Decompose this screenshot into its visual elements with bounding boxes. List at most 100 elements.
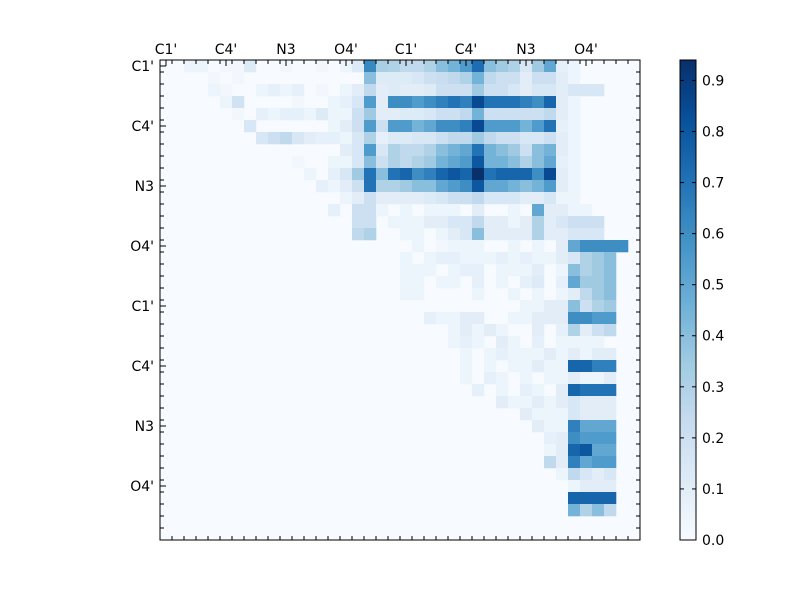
heatmap-cell	[544, 372, 557, 385]
heatmap-cell	[568, 360, 581, 373]
heatmap-cell	[532, 312, 545, 325]
heatmap-cell	[460, 96, 473, 109]
heatmap-cell	[556, 144, 569, 157]
heatmap-cell	[580, 288, 593, 301]
heatmap-cell	[580, 204, 593, 217]
heatmap-cell	[328, 180, 341, 193]
heatmap-cell	[280, 84, 293, 97]
heatmap-cell	[568, 168, 581, 181]
heatmap-cell	[448, 84, 461, 97]
heatmap-cell	[568, 384, 581, 397]
heatmap-cell	[436, 312, 449, 325]
heatmap-cell	[580, 396, 593, 409]
heatmap-cell	[532, 204, 545, 217]
heatmap-cell	[520, 276, 533, 289]
heatmap-cell	[544, 312, 557, 325]
heatmap-cell	[436, 120, 449, 133]
heatmap-cell	[376, 60, 389, 73]
heatmap-cell	[568, 408, 581, 421]
heatmap-cell	[556, 180, 569, 193]
heatmap-cell	[604, 408, 617, 421]
heatmap-cell	[340, 156, 353, 169]
heatmap-cell	[604, 444, 617, 457]
heatmap-cell	[400, 168, 413, 181]
heatmap-cell	[508, 336, 521, 349]
heatmap-cell	[520, 108, 533, 121]
heatmap-cell	[508, 108, 521, 121]
heatmap-cell	[352, 168, 365, 181]
x-tick-label: C4'	[455, 42, 478, 58]
heatmap-cell	[556, 204, 569, 217]
heatmap-cell	[340, 96, 353, 109]
heatmap-cell	[472, 216, 485, 229]
heatmap-cell	[340, 180, 353, 193]
heatmap-cell	[436, 60, 449, 73]
heatmap-cell	[484, 156, 497, 169]
heatmap-cell	[412, 96, 425, 109]
heatmap-cell	[592, 336, 605, 349]
heatmap-cell	[472, 84, 485, 97]
heatmap-cell	[580, 252, 593, 265]
heatmap-cell	[556, 216, 569, 229]
heatmap-cell	[592, 228, 605, 241]
heatmap-cell	[508, 396, 521, 409]
heatmap-cell	[592, 312, 605, 325]
heatmap-cell	[604, 360, 617, 373]
heatmap-cell	[580, 468, 593, 481]
heatmap-cell	[532, 168, 545, 181]
heatmap-cell	[304, 168, 317, 181]
heatmap-cell	[364, 180, 377, 193]
heatmap-cell	[292, 84, 305, 97]
heatmap-cell	[532, 300, 545, 313]
heatmap-cell	[196, 60, 209, 73]
heatmap-cell	[544, 180, 557, 193]
heatmap-cell	[592, 408, 605, 421]
heatmap-cell	[580, 300, 593, 313]
heatmap-cell	[496, 384, 509, 397]
heatmap-cell	[520, 300, 533, 313]
heatmap-cell	[508, 264, 521, 277]
heatmap-cell	[376, 132, 389, 145]
heatmap-cell	[412, 168, 425, 181]
heatmap-cell	[412, 264, 425, 277]
heatmap-cell	[436, 192, 449, 205]
heatmap-cell	[472, 264, 485, 277]
heatmap-cell	[508, 216, 521, 229]
heatmap-cell	[460, 336, 473, 349]
heatmap-cell	[616, 240, 629, 253]
x-tick-label: O4'	[334, 42, 358, 58]
heatmap-cell	[352, 144, 365, 157]
heatmap-cell	[508, 120, 521, 133]
heatmap-cell	[592, 324, 605, 337]
heatmap-cell	[520, 156, 533, 169]
heatmap-cell	[340, 168, 353, 181]
heatmap-cell	[436, 72, 449, 85]
heatmap-cell	[436, 204, 449, 217]
heatmap-cell	[328, 168, 341, 181]
heatmap-cell	[592, 240, 605, 253]
heatmap-cell	[304, 108, 317, 121]
heatmap-cell	[436, 144, 449, 157]
heatmap-cell	[484, 96, 497, 109]
heatmap-cell	[568, 444, 581, 457]
heatmap-cell	[556, 72, 569, 85]
heatmap-cell	[412, 132, 425, 145]
heatmap-cell	[556, 372, 569, 385]
heatmap-cell	[232, 96, 245, 109]
heatmap-cell	[580, 372, 593, 385]
heatmap-cell	[424, 144, 437, 157]
heatmap-cell	[448, 60, 461, 73]
heatmap-cell	[544, 84, 557, 97]
heatmap-cell	[532, 192, 545, 205]
heatmap-cell	[592, 384, 605, 397]
heatmap-cell	[400, 132, 413, 145]
heatmap-cell	[592, 420, 605, 433]
heatmap-cell	[448, 216, 461, 229]
heatmap-cell	[568, 240, 581, 253]
heatmap-cell	[412, 276, 425, 289]
heatmap-cell	[268, 84, 281, 97]
heatmap-cell	[364, 204, 377, 217]
heatmap-cell	[520, 96, 533, 109]
heatmap-cell	[460, 84, 473, 97]
heatmap-cell	[376, 156, 389, 169]
